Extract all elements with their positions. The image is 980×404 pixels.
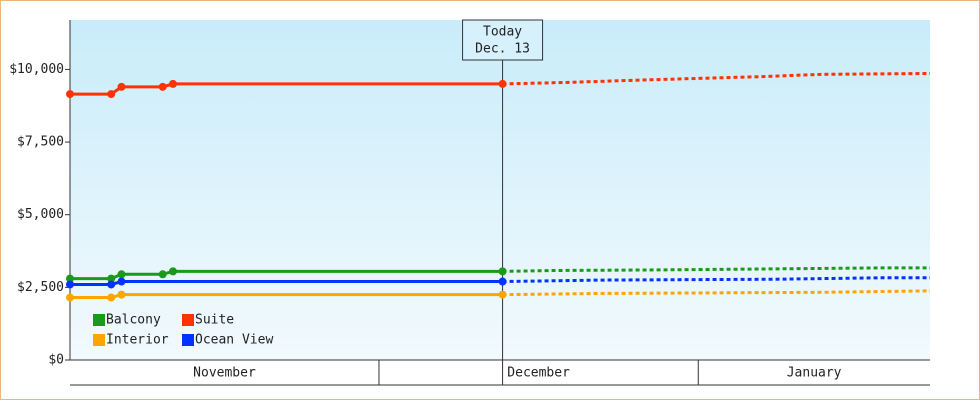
price-point — [168, 267, 177, 276]
y-tick-label: $2,500 — [17, 280, 64, 295]
price-point — [107, 293, 116, 302]
price-line — [70, 293, 503, 300]
forecast-line — [502, 289, 931, 297]
price-point — [66, 274, 74, 283]
today-box — [462, 19, 544, 61]
y-tick-label: $7,500 — [17, 135, 64, 150]
forecast-line — [502, 266, 930, 273]
month-label: January — [787, 366, 842, 381]
price-point — [117, 82, 126, 91]
plot-area — [70, 20, 930, 360]
legend-label: Ocean View — [195, 333, 273, 348]
legend-label: Balcony — [106, 313, 161, 328]
price-point — [117, 277, 126, 286]
price-point — [158, 270, 167, 279]
month-label: December — [507, 366, 570, 381]
price-point — [498, 290, 507, 299]
price-point — [107, 90, 116, 99]
legend-swatch — [93, 314, 105, 326]
today-label: Dec. 13 — [475, 42, 530, 57]
price-point — [66, 280, 74, 289]
y-tick-label: $5,000 — [17, 207, 64, 222]
price-point — [107, 274, 116, 283]
price-point — [66, 90, 74, 99]
legend-swatch — [93, 334, 105, 346]
price-point — [107, 280, 116, 289]
price-line — [70, 280, 503, 286]
price-point — [117, 290, 126, 299]
price-point — [66, 293, 74, 302]
price-point — [498, 267, 507, 276]
price-point — [498, 277, 507, 286]
forecast-line — [502, 71, 931, 86]
price-line — [70, 82, 503, 96]
price-point — [498, 79, 507, 88]
today-label: Today — [483, 25, 522, 40]
legend-label: Suite — [195, 313, 234, 328]
price-point — [158, 82, 167, 91]
month-label: November — [193, 366, 256, 381]
forecast-line — [502, 276, 930, 284]
price-line — [70, 269, 503, 281]
legend-swatch — [182, 314, 194, 326]
legend-label: Interior — [106, 333, 169, 348]
legend-swatch — [182, 334, 194, 346]
price-point — [117, 270, 126, 279]
y-tick-label: $0 — [48, 353, 64, 368]
y-tick-label: $10,000 — [9, 62, 64, 77]
price-point — [168, 79, 177, 88]
